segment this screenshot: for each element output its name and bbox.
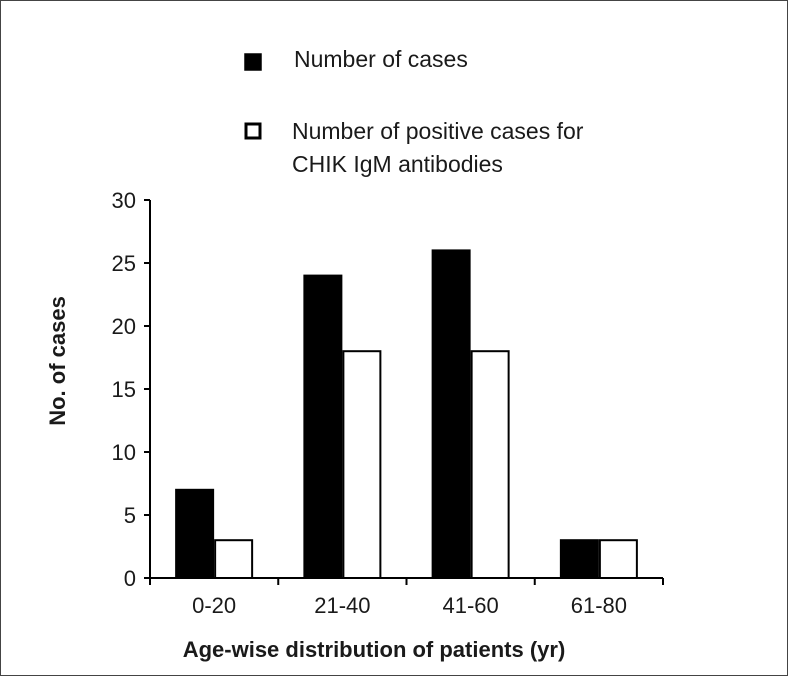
bar-cases-61-80 [559,539,599,580]
legend-label-positive-line2: CHIK IgM antibodies [292,151,503,177]
bar-positive-61-80 [598,539,638,580]
legend-label-positive-line1: Number of positive cases for [292,118,584,144]
bars [150,249,663,580]
legend-swatch-cases [244,53,262,71]
legend-swatch-positive [244,122,262,140]
bar-positive-21-40 [342,350,382,580]
y-tick-label: 25 [112,251,136,276]
bar-cases-41-60 [431,249,471,579]
legend-label-cases: Number of cases [294,46,468,72]
bar-cases-21-40 [303,274,343,579]
y-axis-title: No. of cases [45,296,70,426]
bar-cases-0-20 [175,488,215,579]
y-axis-ticks: 0 5 10 15 20 25 30 [112,188,150,591]
y-tick-label: 5 [124,503,136,528]
y-tick-label: 15 [112,377,136,402]
legend: Number of cases Number of positive cases… [244,46,584,177]
x-tick-label: 41-60 [442,593,498,618]
y-tick-label: 20 [112,314,136,339]
x-axis-ticks: 0-20 21-40 41-60 61-80 [149,578,664,618]
y-tick-label: 10 [112,440,136,465]
bar-positive-0-20 [214,539,254,580]
x-tick-label: 0-20 [192,593,236,618]
x-tick-label: 61-80 [571,593,627,618]
bar-positive-41-60 [470,350,510,580]
x-axis-title: Age-wise distribution of patients (yr) [183,637,566,662]
y-tick-label: 0 [124,566,136,591]
x-tick-label: 21-40 [314,593,370,618]
y-tick-label: 30 [112,188,136,213]
